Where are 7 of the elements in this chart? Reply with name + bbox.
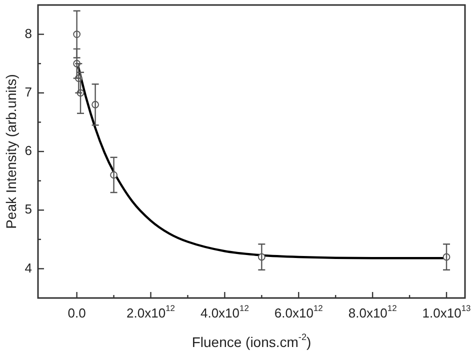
y-tick-label: 4 <box>24 260 32 276</box>
y-tick-label: 5 <box>24 202 32 217</box>
y-tick-label: 7 <box>24 84 32 100</box>
y-tick-label: 8 <box>24 26 32 41</box>
y-tick-label: 6 <box>24 143 32 158</box>
y-axis-title: Peak Intensity (arb.units) <box>2 74 19 229</box>
x-tick-label: 0.0 <box>68 306 86 321</box>
